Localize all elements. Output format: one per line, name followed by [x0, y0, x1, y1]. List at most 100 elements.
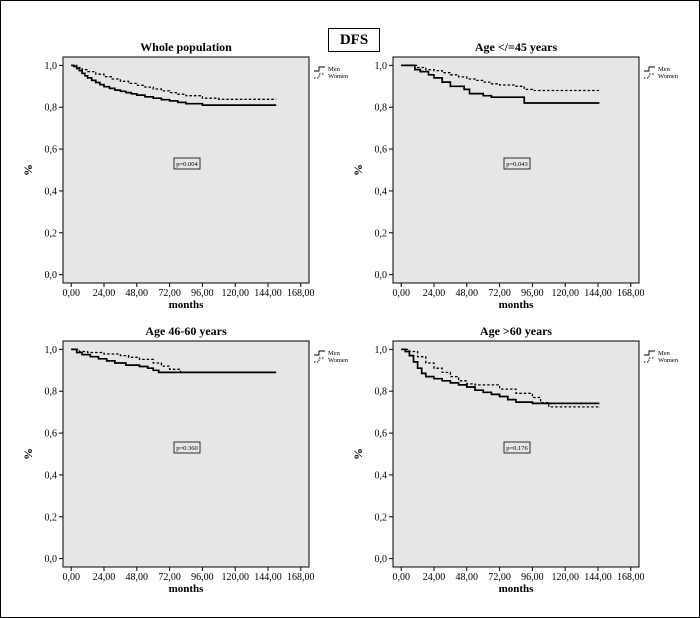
series-line-women	[71, 348, 277, 374]
y-tick-label: 0,0	[375, 270, 388, 281]
legend-label: Women	[658, 357, 679, 364]
y-tick-label: 0,0	[45, 270, 58, 281]
y-tick-label: 0,4	[45, 186, 58, 197]
y-tick-label: 1,0	[375, 61, 388, 72]
y-tick-label: 0,4	[375, 470, 388, 481]
y-tick-label: 0,6	[375, 429, 388, 440]
x-tick-label: 72,00	[488, 572, 511, 583]
legend-swatch	[644, 66, 655, 72]
plot-area	[392, 56, 640, 284]
plot-area	[62, 340, 310, 568]
x-tick-label: 168,00	[287, 288, 315, 299]
panel-title: Age >60 years	[480, 324, 552, 338]
legend-swatch	[644, 357, 655, 363]
series-line-men	[71, 348, 277, 374]
x-tick-label: 96,00	[191, 572, 214, 583]
series-line-women	[401, 64, 600, 92]
x-tick-label: 120,00	[551, 288, 579, 299]
x-tick-label: 168,00	[617, 288, 645, 299]
x-tick-label: 144,00	[254, 288, 282, 299]
y-tick-label: 0,2	[45, 512, 58, 523]
x-tick-label: 120,00	[221, 288, 249, 299]
pvalue-label: p=0.004	[176, 161, 198, 168]
y-tick-label: 0,0	[375, 554, 388, 565]
y-tick-label: 0,2	[45, 228, 58, 239]
x-tick-label: 120,00	[221, 572, 249, 583]
x-tick-label: 96,00	[191, 288, 214, 299]
y-tick-label: 0,8	[375, 387, 388, 398]
km-panel: Age >60 years 0,0 0,2 0,4 0,6 0,8 1,0 0,00 24,00…	[351, 324, 679, 595]
x-tick-label: 72,00	[158, 288, 181, 299]
y-tick-label: 0,8	[375, 103, 388, 114]
x-axis-label: months	[499, 299, 535, 311]
x-axis-label: months	[499, 583, 535, 595]
x-tick-label: 24,00	[93, 572, 116, 583]
y-tick-label: 0,4	[375, 186, 388, 197]
x-tick-label: 48,00	[126, 572, 149, 583]
legend-label: Women	[328, 357, 349, 364]
panel-title: Age 46-60 years	[145, 324, 227, 338]
pvalue-box	[173, 157, 201, 170]
x-tick-label: 144,00	[584, 572, 612, 583]
x-tick-label: 0,00	[62, 288, 80, 299]
pvalue-box	[173, 441, 201, 454]
y-axis-label: %	[351, 164, 365, 176]
pvalue-label: p=0.360	[176, 445, 198, 452]
panel-title: Whole population	[140, 40, 232, 54]
y-tick-label: 0,6	[45, 145, 58, 156]
y-tick-label: 0,0	[45, 554, 58, 565]
legend-label: Men	[658, 66, 671, 73]
x-tick-label: 72,00	[158, 572, 181, 583]
y-tick-label: 0,6	[375, 145, 388, 156]
legend-label: Men	[328, 66, 341, 73]
plot-area	[392, 340, 640, 568]
series-line-women	[401, 348, 601, 408]
y-tick-label: 0,4	[45, 470, 58, 481]
pvalue-box	[503, 441, 531, 454]
main-title: DFS	[328, 28, 380, 52]
series-line-men	[401, 64, 600, 104]
x-tick-label: 96,00	[521, 572, 544, 583]
series-line-women	[71, 64, 277, 100]
legend-swatch	[314, 73, 325, 79]
km-panel: Whole population 0,0 0,2 0,4 0,6 0,8 1,0 0,00 24…	[21, 40, 349, 311]
km-panel: Age 46-60 years 0,0 0,2 0,4 0,6 0,8 1,0 0,00 24,…	[21, 324, 349, 595]
y-tick-label: 0,8	[45, 387, 58, 398]
y-tick-label: 0,2	[375, 512, 388, 523]
x-tick-label: 120,00	[551, 572, 579, 583]
y-tick-label: 0,2	[375, 228, 388, 239]
x-tick-label: 48,00	[456, 572, 479, 583]
km-panel: Age </=45 years 0,0 0,2 0,4 0,6 0,8 1,0 0,00 24,…	[351, 40, 679, 311]
panel-title: Age </=45 years	[475, 40, 558, 54]
x-axis-label: months	[169, 583, 205, 595]
x-tick-label: 0,00	[62, 572, 80, 583]
legend-swatch	[314, 357, 325, 363]
series-line-men	[71, 64, 277, 106]
x-tick-label: 0,00	[392, 572, 410, 583]
x-tick-label: 168,00	[617, 572, 645, 583]
y-axis-label: %	[351, 448, 365, 460]
y-axis-label: %	[21, 164, 35, 176]
x-tick-label: 24,00	[423, 572, 446, 583]
y-tick-label: 0,6	[45, 429, 58, 440]
x-tick-label: 24,00	[423, 288, 446, 299]
y-tick-label: 1,0	[45, 61, 58, 72]
x-tick-label: 72,00	[488, 288, 511, 299]
x-tick-label: 48,00	[126, 288, 149, 299]
x-tick-label: 168,00	[287, 572, 315, 583]
y-tick-label: 1,0	[45, 345, 58, 356]
y-tick-label: 1,0	[375, 345, 388, 356]
x-tick-label: 48,00	[456, 288, 479, 299]
pvalue-label: p=0.176	[506, 445, 528, 452]
legend-swatch	[314, 66, 325, 72]
x-axis-label: months	[169, 299, 205, 311]
x-tick-label: 144,00	[254, 572, 282, 583]
pvalue-label: p=0.043	[506, 161, 528, 168]
legend-swatch	[644, 73, 655, 79]
pvalue-box	[503, 157, 531, 170]
x-tick-label: 96,00	[521, 288, 544, 299]
x-tick-label: 24,00	[93, 288, 116, 299]
legend-label: Women	[658, 73, 679, 80]
